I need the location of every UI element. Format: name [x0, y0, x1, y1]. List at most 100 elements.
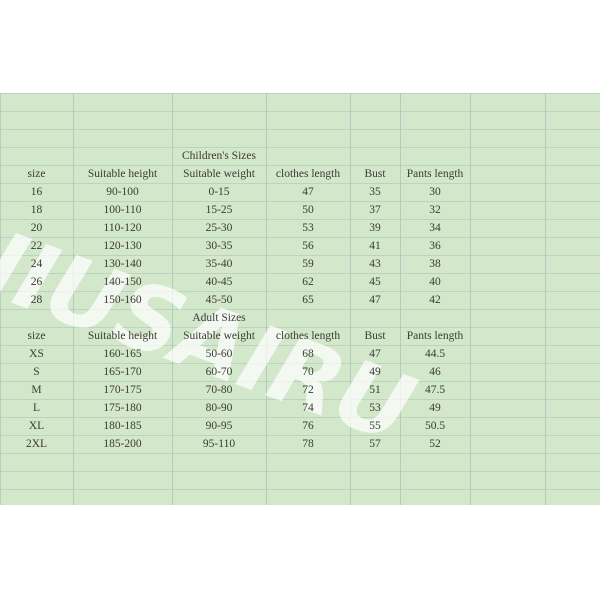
adult-header-clothes-length: clothes length	[275, 330, 341, 342]
cell-height: 165-170	[103, 366, 142, 378]
cell-clothes-length: 74	[302, 402, 314, 414]
table-row: 22 120-130 30-35 56 41 36	[0, 237, 600, 255]
cell-size: 16	[30, 186, 43, 198]
spacer-cell	[73, 309, 172, 327]
spacer-cell	[470, 417, 600, 435]
spacer-cell	[73, 147, 172, 165]
spacer-cell	[470, 435, 600, 453]
cell-weight: 95-110	[202, 438, 236, 450]
children-table-title: Children's Sizes	[182, 150, 256, 162]
cell-height: 110-120	[103, 222, 142, 234]
cell-weight: 60-70	[205, 366, 233, 378]
adult-sizes-table: Adult Sizes size Suitable height Suitabl…	[0, 309, 600, 453]
cell-weight: 70-80	[205, 384, 233, 396]
spacer-cell	[470, 291, 600, 309]
cell-pants-length: 50.5	[424, 420, 446, 432]
children-sizes-table: Children's Sizes size Suitable height Su…	[0, 147, 600, 309]
children-header-clothes-length: clothes length	[275, 168, 341, 180]
cell-height: 185-200	[103, 438, 142, 450]
spacer-cell	[0, 309, 73, 327]
spacer-cell	[470, 165, 600, 183]
cell-pants-length: 49	[429, 402, 441, 414]
cell-clothes-length: 76	[302, 420, 314, 432]
cell-bust: 39	[369, 222, 381, 234]
cell-bust: 45	[369, 276, 381, 288]
cell-height: 90-100	[106, 186, 139, 198]
spacer-cell	[470, 183, 600, 201]
cell-pants-length: 46	[429, 366, 441, 378]
cell-bust: 35	[369, 186, 381, 198]
cell-size: XL	[28, 420, 45, 432]
cell-bust: 49	[369, 366, 381, 378]
children-title-row: Children's Sizes	[0, 147, 600, 165]
cell-bust: 55	[369, 420, 381, 432]
adult-title-row: Adult Sizes	[0, 309, 600, 327]
cell-size: M	[31, 384, 42, 396]
cell-clothes-length: 65	[302, 294, 314, 306]
cell-bust: 47	[369, 348, 381, 360]
table-row: 16 90-100 0-15 47 35 30	[0, 183, 600, 201]
table-row: L 175-180 80-90 74 53 49	[0, 399, 600, 417]
cell-bust: 41	[369, 240, 381, 252]
cell-pants-length: 34	[429, 222, 441, 234]
spacer-cell	[350, 147, 400, 165]
table-row: 26 140-150 40-45 62 45 40	[0, 273, 600, 291]
table-row: 18 100-110 15-25 50 37 32	[0, 201, 600, 219]
spreadsheet-sheet: JIUSAIRU Children's Sizes size	[0, 93, 600, 505]
cell-size: 28	[30, 294, 43, 306]
cell-weight: 35-40	[205, 258, 233, 270]
table-row: XL 180-185 90-95 76 55 50.5	[0, 417, 600, 435]
table-row: 20 110-120 25-30 53 39 34	[0, 219, 600, 237]
cell-weight: 0-15	[208, 186, 230, 198]
table-row: XS 160-165 50-60 68 47 44.5	[0, 345, 600, 363]
cell-weight: 30-35	[205, 240, 233, 252]
table-row: S 165-170 60-70 70 49 46	[0, 363, 600, 381]
table-row: 28 150-160 45-50 65 47 42	[0, 291, 600, 309]
cell-pants-length: 44.5	[424, 348, 446, 360]
cell-size: 22	[30, 240, 43, 252]
cell-size: 2XL	[25, 438, 48, 450]
cell-height: 120-130	[103, 240, 142, 252]
spacer-cell	[470, 273, 600, 291]
adult-header-size: size	[27, 330, 46, 342]
table-row: 2XL 185-200 95-110 78 57 52	[0, 435, 600, 453]
cell-clothes-length: 78	[302, 438, 314, 450]
cell-clothes-length: 72	[302, 384, 314, 396]
spacer-cell	[470, 399, 600, 417]
cell-size: L	[32, 402, 41, 414]
spacer-cell	[470, 147, 600, 165]
cell-height: 130-140	[103, 258, 142, 270]
table-row: 24 130-140 35-40 59 43 38	[0, 255, 600, 273]
cell-pants-length: 32	[429, 204, 441, 216]
spacer-cell	[470, 255, 600, 273]
adult-table-title: Adult Sizes	[192, 312, 246, 324]
spacer-cell	[470, 345, 600, 363]
children-sizes-table-block: Children's Sizes size Suitable height Su…	[0, 147, 600, 309]
adult-header-pants-length: Pants length	[406, 330, 464, 342]
adult-header-height: Suitable height	[87, 330, 158, 342]
cell-height: 140-150	[103, 276, 142, 288]
cell-clothes-length: 56	[302, 240, 314, 252]
cell-size: S	[33, 366, 40, 378]
cell-height: 150-160	[103, 294, 142, 306]
cell-pants-length: 38	[429, 258, 441, 270]
cell-size: 26	[30, 276, 43, 288]
spacer-cell	[266, 309, 350, 327]
cell-weight: 90-95	[205, 420, 233, 432]
cell-clothes-length: 70	[302, 366, 314, 378]
cell-bust: 37	[369, 204, 381, 216]
spacer-cell	[0, 147, 73, 165]
spacer-cell	[350, 309, 400, 327]
spacer-cell	[470, 381, 600, 399]
cell-weight: 15-25	[205, 204, 233, 216]
spacer-cell	[400, 309, 470, 327]
spacer-cell	[470, 201, 600, 219]
spacer-cell	[400, 147, 470, 165]
cell-height: 170-175	[103, 384, 142, 396]
cell-size: 18	[30, 204, 43, 216]
cell-clothes-length: 59	[302, 258, 314, 270]
spacer-cell	[470, 219, 600, 237]
cell-pants-length: 40	[429, 276, 441, 288]
cell-height: 160-165	[103, 348, 142, 360]
